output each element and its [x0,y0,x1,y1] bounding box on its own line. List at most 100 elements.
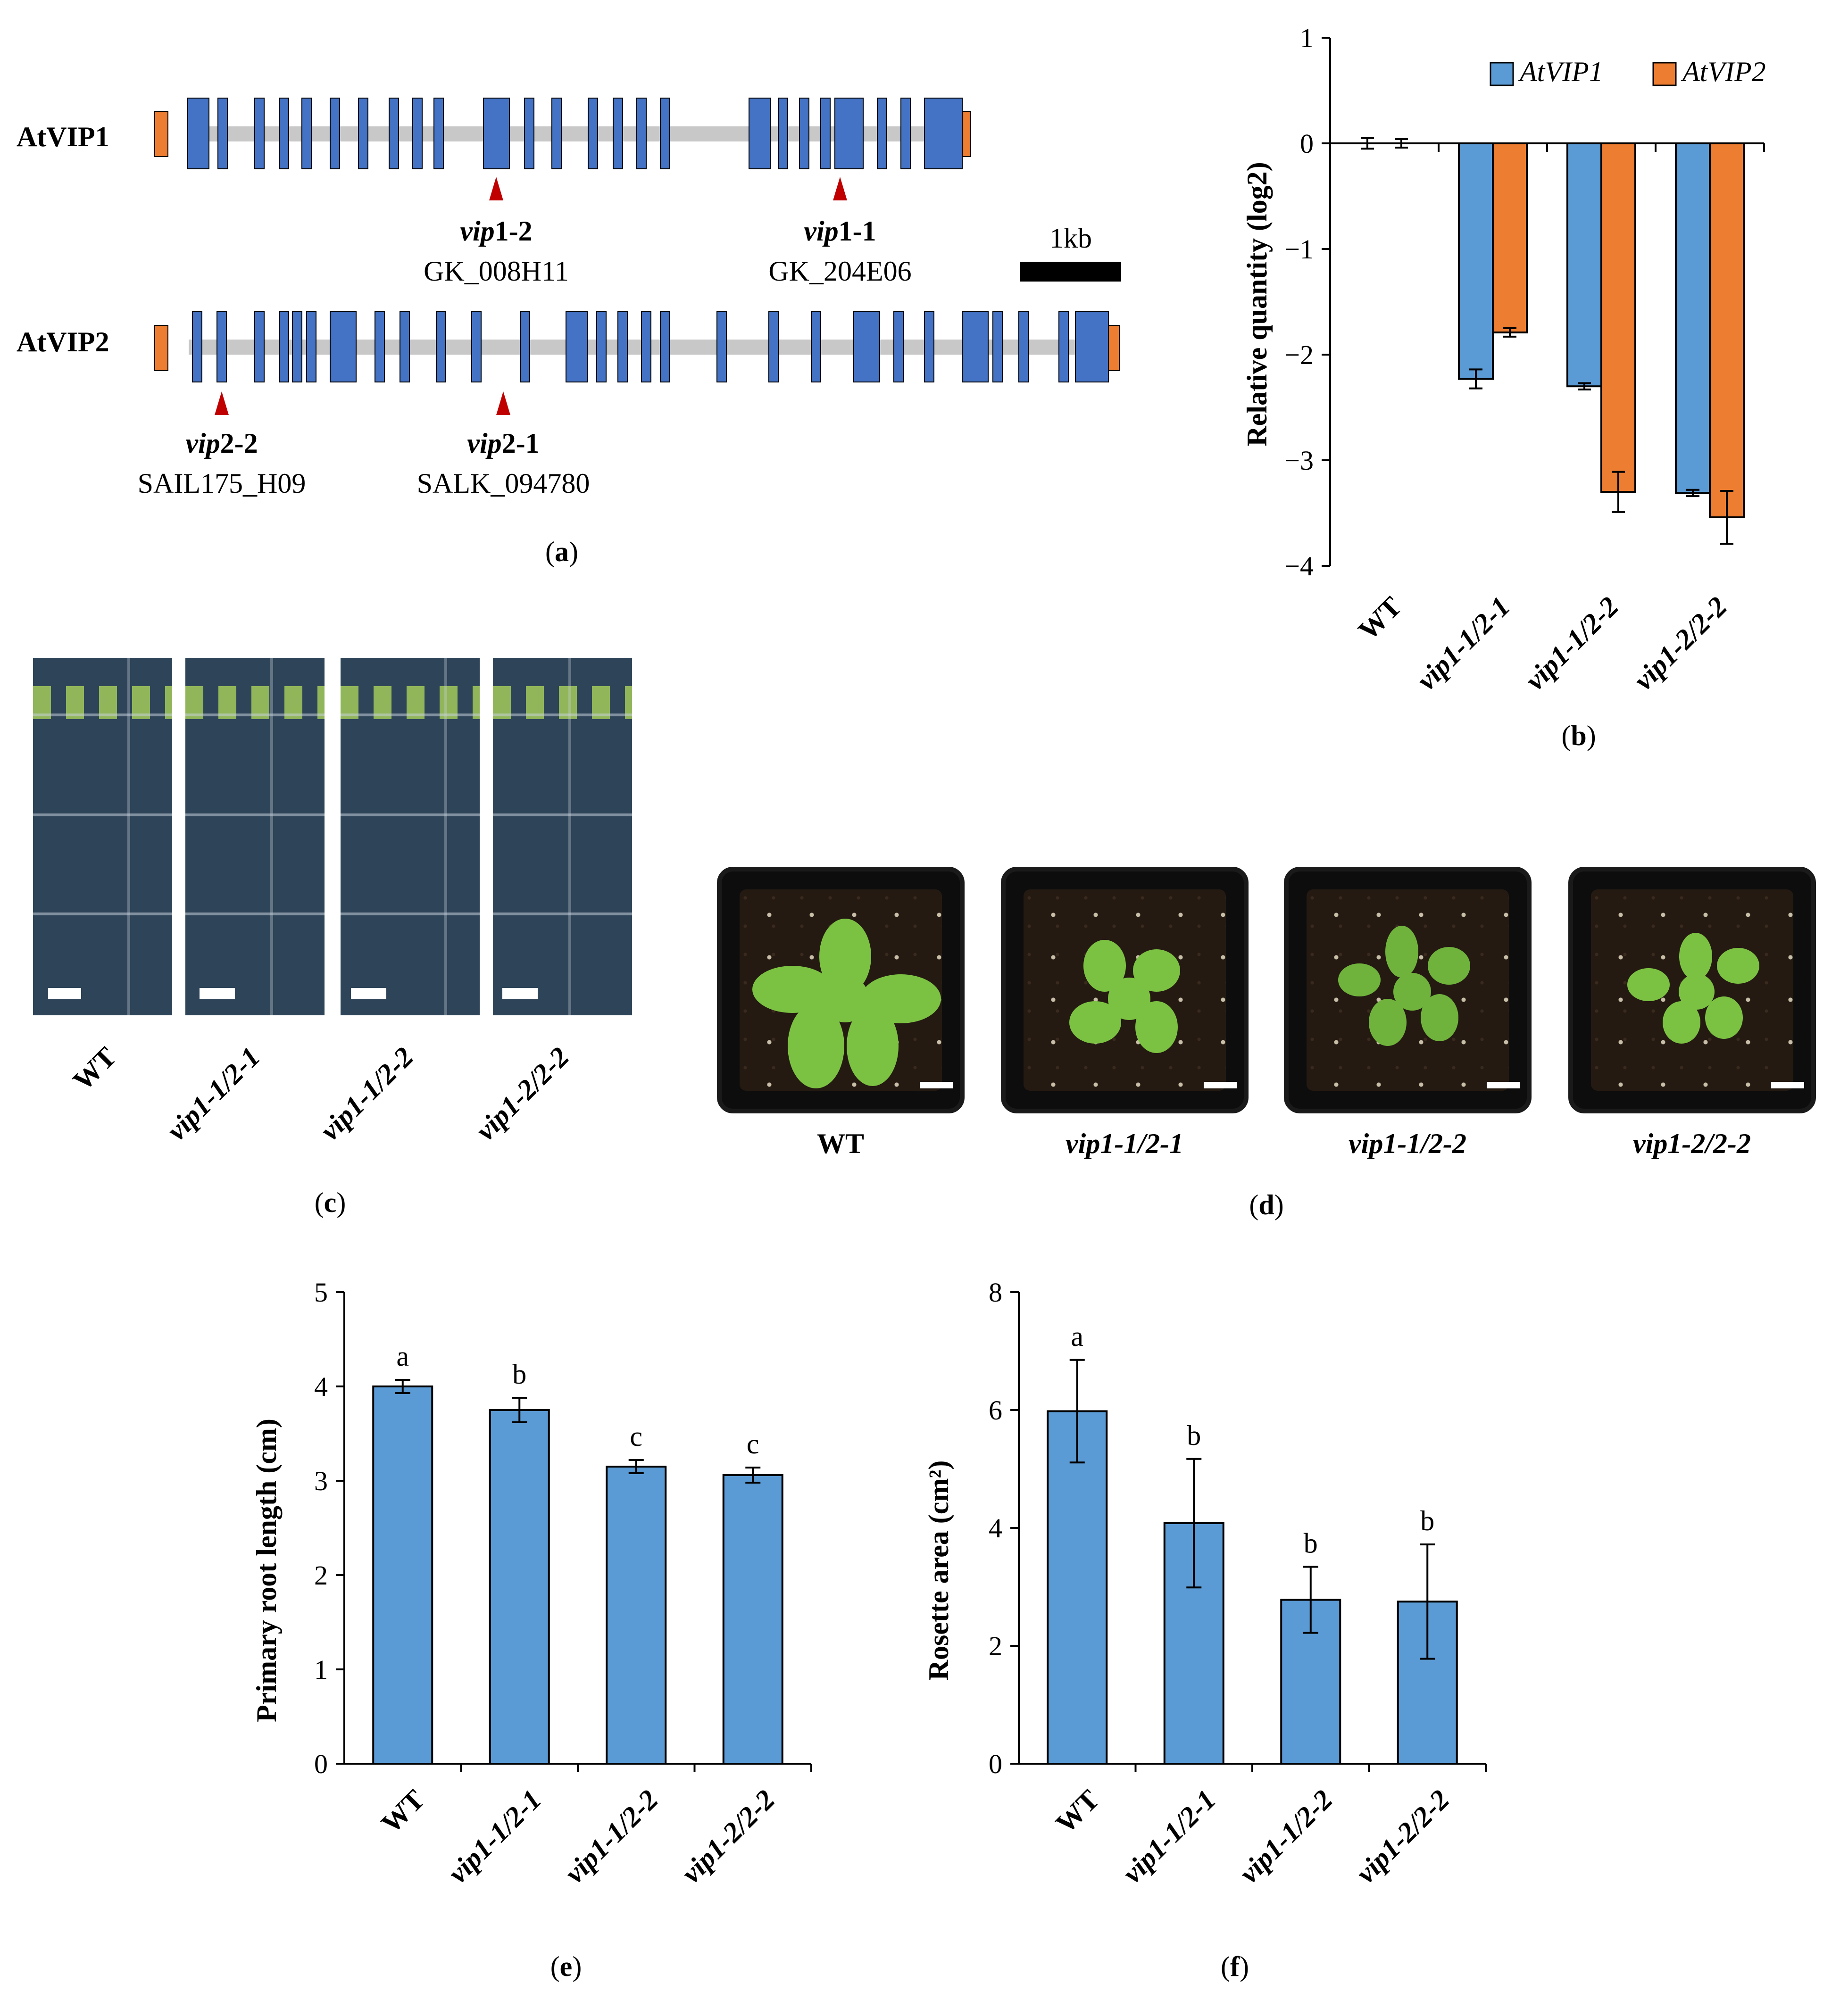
bar-atvip2 [1600,142,1636,493]
x-tick-label: vip1-1/2-1 [1411,591,1516,696]
y-tick-label: 1 [314,1654,328,1685]
atvip2-gene-model [154,311,1120,382]
y-tick-label: 3 [314,1466,328,1496]
vip2-1-insertion-marker [496,391,510,415]
exon-box [820,98,831,169]
exon-box [1058,311,1069,382]
scale-bar [1771,1082,1804,1088]
x-tick-label: vip1-1/2-2 [1233,1784,1339,1889]
chart-b-legend: AtVIP1 AtVIP2 [1490,56,1766,87]
bar [372,1385,433,1765]
y-tick-label: 1 [1300,23,1314,53]
genotype-label-vip1-2-2-2: vip1-2/2-2 [470,1041,575,1146]
vip1-1-insertion-marker [833,177,847,200]
exon-box [254,98,265,169]
bar-atvip2 [1492,142,1528,333]
significance-letter: a [396,1341,409,1372]
bar [606,1466,667,1765]
exon-box [636,98,647,169]
y-tick-label: 8 [989,1277,1002,1308]
exon-box [924,98,963,169]
exon-box [292,311,302,382]
scale-bar [351,988,386,999]
panel-label-b: (b) [1561,720,1596,751]
chart-e-root-length: Primary root length (cm) (e) 0 1 2 3 4 5 a WT b v… [251,1277,812,1982]
chart-f-rosette-area: Rosette area (cm²) (f) 0 2 4 6 8 a WT b vip1-1/2… [923,1277,1487,1982]
intron-line [189,126,962,141]
root-photo-labels: WT vip1-1/2-1 vip1-1/2-2 vip1-2/2-2 (c) [67,1041,575,1218]
y-tick-label: −4 [1284,551,1314,581]
root-plate-photo-vip1-1-2-1 [185,658,325,1015]
rosette-photo-vip1-1-2-2 [1284,867,1532,1113]
rosette-label-vip1-2-2-2: vip1-2/2-2 [1633,1128,1751,1159]
root-plate-photo-vip1-1-2-2 [341,658,480,1015]
x-tick-label: WT [375,1784,431,1839]
root-plate-photo-vip1-2-2-2 [493,658,632,1015]
bar [722,1474,783,1765]
bar [489,1409,550,1765]
genotype-label-vip1-1-2-1: vip1-1/2-1 [161,1041,266,1146]
legend-label-atvip1: AtVIP1 [1518,56,1603,87]
exon-box [520,311,530,382]
scale-bar [502,988,538,999]
genotype-label-wt: WT [67,1041,122,1096]
exon-box [279,311,289,382]
vip1-1-line-label: GK_204E06 [768,256,911,287]
exon-box [217,98,228,169]
scale-bar [1020,262,1121,282]
rosette-photo-wt [717,867,965,1113]
genotype-label-vip1-1-2-2: vip1-1/2-2 [314,1041,419,1146]
x-tick-label: vip1-1/2-2 [1519,591,1624,696]
vip2-2-allele-label: vip2-2 [185,428,258,459]
scale-bar-label: 1kb [1049,223,1092,254]
panel-label-e: (e) [550,1951,582,1982]
vip2-1-allele-label: vip2-1 [467,428,539,459]
bar [1047,1410,1108,1765]
y-tick-label: 0 [314,1749,328,1779]
vip1-1-allele-label: vip1-1 [804,216,876,247]
legend-swatch-atvip2 [1652,62,1677,86]
exon-box [279,98,289,169]
gene-structure-diagram: AtVIP1 AtVIP2 vip1-2 GK_008H11 vip1-1 GK… [17,98,1121,567]
scale-bar [1204,1082,1237,1088]
legend-label-atvip2: AtVIP2 [1681,56,1766,87]
exon-box [660,98,670,169]
exon-box [853,311,880,382]
exon-box [613,98,623,169]
scale-bar [48,988,81,999]
rosette-photo-vip1-1-2-1 [1001,867,1249,1113]
exon-box [330,98,340,169]
significance-letter: c [630,1421,642,1452]
scale-bar [1487,1082,1520,1088]
exon-box [375,311,385,382]
exon-box [1018,311,1029,382]
chart-b-relative-quantity: Relative quantity (log2) AtVIP1 AtVIP2 (… [1241,23,1766,751]
rosette-label-wt: WT [817,1128,864,1159]
exon-box [436,311,446,382]
y-tick-label: 5 [314,1277,328,1308]
y-tick-label: 4 [314,1371,328,1402]
atvip1-label: AtVIP1 [17,121,109,152]
panel-label-a: (a) [545,536,578,567]
panel-label-f: (f) [1221,1951,1249,1982]
exon-box [471,311,482,382]
rosette-photo-labels: WT vip1-1/2-1 vip1-1/2-2 vip1-2/2-2 (d) [817,1128,1751,1220]
exon-box [716,311,727,382]
exon-box [400,311,410,382]
y-tick-label: 4 [989,1513,1002,1543]
vip1-2-insertion-marker [489,177,503,200]
exon-box [799,98,809,169]
exon-box [617,311,628,382]
exon-box [778,98,788,169]
y-tick-label: 2 [989,1631,1002,1661]
rosette-label-vip1-1-2-1: vip1-1/2-1 [1066,1128,1183,1159]
vip2-1-line-label: SALK_094780 [417,468,590,499]
exon-box [566,311,588,382]
utr-box [154,325,168,371]
x-tick-label: vip1-1/2-2 [559,1784,664,1889]
vip1-2-allele-label: vip1-2 [460,216,532,247]
chart-e-ylabel: Primary root length (cm) [251,1419,282,1722]
panel-label-c: (c) [315,1187,346,1218]
exon-box [992,311,1003,382]
exon-box [483,98,510,169]
